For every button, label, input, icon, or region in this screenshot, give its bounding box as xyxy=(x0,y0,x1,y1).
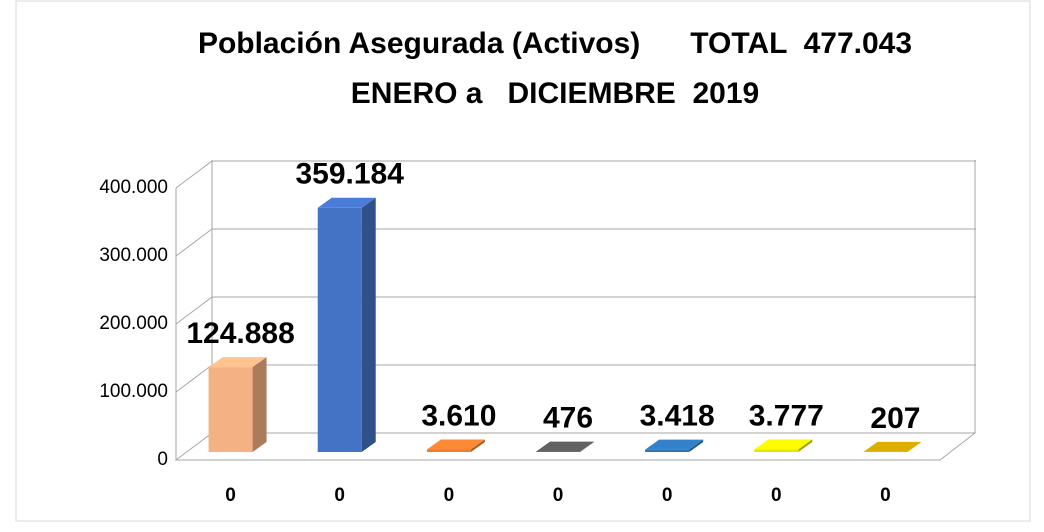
bar-front xyxy=(754,449,798,452)
x-tick-label: 0 xyxy=(334,485,345,506)
value-label: 3.777 xyxy=(749,399,824,432)
y-tick-label: 200.000 xyxy=(99,313,168,334)
value-label: 3.610 xyxy=(421,399,496,432)
x-tick-label: 0 xyxy=(444,485,455,506)
chart-title: Población Asegurada (Activos) TOTAL 477.… xyxy=(198,27,912,60)
y-tick-label: 0 xyxy=(157,449,168,470)
x-tick-label: 0 xyxy=(553,485,564,506)
bar-front xyxy=(427,450,471,452)
bar-side xyxy=(253,357,267,452)
value-label: 207 xyxy=(870,402,920,435)
y-tick-label: 100.000 xyxy=(99,381,168,402)
bar-front xyxy=(318,208,362,452)
x-tick-label: 0 xyxy=(225,485,236,506)
y-tick-label: 400.000 xyxy=(99,177,168,198)
chart-subtitle: ENERO a DICIEMBRE 2019 xyxy=(351,77,759,110)
bar xyxy=(318,198,376,452)
bar-front xyxy=(209,367,253,452)
value-label: 476 xyxy=(543,402,593,435)
bar-side xyxy=(362,198,376,452)
value-label: 359.184 xyxy=(295,158,404,191)
bar-front xyxy=(645,450,689,452)
value-label: 124.888 xyxy=(186,317,294,350)
y-tick-label: 300.000 xyxy=(99,245,168,266)
x-tick-label: 0 xyxy=(880,485,891,506)
x-tick-label: 0 xyxy=(771,485,782,506)
bar xyxy=(209,357,267,452)
value-label: 3.418 xyxy=(640,400,715,433)
x-tick-label: 0 xyxy=(662,485,673,506)
